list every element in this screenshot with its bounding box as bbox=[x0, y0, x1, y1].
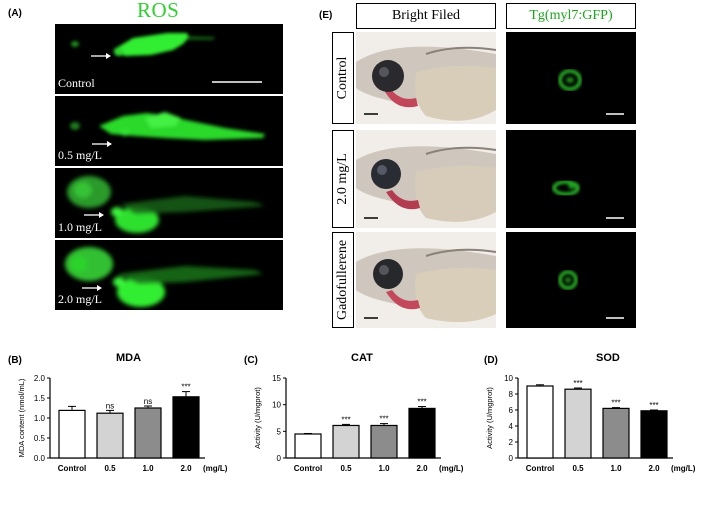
y-tick-label: 8 bbox=[509, 390, 514, 399]
row-label-2-0: 2.0 mg/L bbox=[332, 130, 354, 228]
bar bbox=[640, 410, 668, 459]
x-tick-label: 1.0 bbox=[378, 464, 390, 473]
x-unit-label: (mg/L) bbox=[439, 464, 464, 473]
ros-image-control: Control bbox=[55, 24, 283, 94]
chart-b-mda: 0.0 0.5 1.0 1.5 2.0 MDA content (nmol/mL) Cont… bbox=[17, 374, 228, 473]
significance-label: ns bbox=[106, 401, 114, 410]
significance-label: *** bbox=[181, 383, 190, 392]
significance-label: *** bbox=[649, 401, 658, 410]
bar bbox=[564, 388, 592, 459]
bar bbox=[332, 424, 360, 459]
bar bbox=[526, 385, 554, 459]
y-tick-label: 2 bbox=[509, 438, 514, 447]
bar bbox=[134, 407, 162, 459]
significance-label: *** bbox=[341, 415, 350, 424]
y-tick-label: 1.5 bbox=[34, 394, 46, 403]
bar bbox=[96, 412, 124, 459]
bar bbox=[370, 424, 398, 459]
significance-label: *** bbox=[379, 415, 388, 424]
y-tick-label: 1.0 bbox=[34, 414, 46, 423]
x-tick-label: 1.0 bbox=[610, 464, 622, 473]
y-tick-label: 5 bbox=[277, 427, 282, 436]
significance-label: *** bbox=[573, 379, 582, 388]
ros-fish-2-0 bbox=[65, 247, 263, 307]
larva-bright-field-control bbox=[356, 46, 496, 121]
column-header-gfp: Tg(myl7:GFP) bbox=[506, 3, 636, 29]
x-tick-label: Control bbox=[58, 464, 86, 473]
column-header-bright-field: Bright Filed bbox=[356, 3, 496, 29]
bar bbox=[58, 409, 86, 459]
ros-label-control: Control bbox=[58, 76, 95, 90]
x-tick-label: 1.0 bbox=[142, 464, 154, 473]
ros-fish-0-5 bbox=[70, 112, 265, 147]
y-tick-label: 10 bbox=[272, 401, 281, 410]
chart-c-title: CAT bbox=[351, 352, 373, 364]
y-tick-label: 15 bbox=[272, 374, 281, 383]
x-tick-label: 0.5 bbox=[340, 464, 352, 473]
ros-image-1-0: 1.0 mg/L bbox=[55, 168, 283, 238]
y-tick-label: 0.0 bbox=[34, 454, 46, 463]
y-tick-label: 6 bbox=[509, 406, 514, 415]
bar bbox=[602, 407, 630, 459]
ros-title: ROS bbox=[137, 0, 180, 22]
chart-c-cat: 0 5 10 15 Activity (U/mgprot) Control *** 0.5 **… bbox=[253, 374, 464, 473]
panel-c-letter: (C) bbox=[244, 355, 258, 366]
ros-label-1-0: 1.0 mg/L bbox=[58, 220, 102, 234]
ros-fish-control bbox=[71, 33, 262, 83]
x-tick-label: 0.5 bbox=[104, 464, 116, 473]
significance-label: ns bbox=[144, 397, 152, 406]
panel-a-letter: (A) bbox=[8, 8, 22, 19]
x-tick-label: 2.0 bbox=[648, 464, 660, 473]
y-tick-label: 2.0 bbox=[34, 374, 46, 383]
x-tick-label: Control bbox=[294, 464, 322, 473]
ros-fish-1-0 bbox=[67, 176, 265, 233]
panel-b-letter: (B) bbox=[8, 355, 22, 366]
chart-b-title: MDA bbox=[116, 352, 142, 364]
larva-bright-field-2-0 bbox=[356, 146, 496, 222]
significance-label: *** bbox=[611, 399, 620, 408]
y-tick-label: 0 bbox=[509, 454, 514, 463]
heart-gfp-control bbox=[558, 69, 624, 115]
y-tick-label: 4 bbox=[509, 422, 514, 431]
x-tick-label: 0.5 bbox=[572, 464, 584, 473]
y-tick-label: 0.5 bbox=[34, 434, 46, 443]
significance-label: *** bbox=[417, 398, 426, 407]
row-label-control-text: Control bbox=[335, 56, 350, 100]
gfp-control bbox=[506, 32, 636, 124]
panel-d-letter: (D) bbox=[484, 355, 498, 366]
ros-image-2-0: 2.0 mg/L bbox=[55, 240, 283, 310]
bar bbox=[408, 407, 436, 459]
bright-field-control bbox=[356, 32, 496, 124]
panel-e-letter: (E) bbox=[319, 10, 333, 21]
ros-image-0-5: 0.5 mg/L bbox=[55, 96, 283, 166]
row-label-gadofullerene: Gadofullerene bbox=[332, 232, 354, 328]
heart-gfp-gadofullerene bbox=[558, 270, 624, 319]
gfp-gadofullerene bbox=[506, 232, 636, 328]
bar bbox=[172, 396, 200, 459]
x-unit-label: (mg/L) bbox=[203, 464, 228, 473]
bar bbox=[294, 433, 322, 459]
larva-bright-field-gadofullerene bbox=[356, 248, 496, 323]
ros-label-0-5: 0.5 mg/L bbox=[58, 148, 102, 162]
bright-field-gadofullerene bbox=[356, 232, 496, 328]
y-axis-label: Activity (U/mgprot) bbox=[485, 387, 494, 449]
y-tick-label: 10 bbox=[504, 374, 513, 383]
bright-field-2-0 bbox=[356, 130, 496, 228]
x-unit-label: (mg/L) bbox=[671, 464, 696, 473]
ros-label-2-0: 2.0 mg/L bbox=[58, 292, 102, 306]
y-axis-label: Activity (U/mgprot) bbox=[253, 387, 262, 449]
x-tick-label: 2.0 bbox=[180, 464, 192, 473]
gfp-2-0 bbox=[506, 130, 636, 228]
chart-d-sod: 0 2 4 6 8 10 Activity (U/mgprot) Control *** 0.5 *… bbox=[485, 374, 696, 473]
row-label-2-0-text: 2.0 mg/L bbox=[335, 153, 350, 205]
row-label-gadofullerene-text: Gadofullerene bbox=[335, 239, 350, 321]
chart-d-title: SOD bbox=[596, 352, 620, 364]
x-tick-label: Control bbox=[526, 464, 554, 473]
y-tick-label: 0 bbox=[277, 454, 282, 463]
heart-gfp-2-0 bbox=[552, 180, 624, 219]
y-axis-label: MDA content (nmol/mL) bbox=[17, 378, 26, 457]
x-tick-label: 2.0 bbox=[416, 464, 428, 473]
row-label-control: Control bbox=[332, 32, 354, 124]
